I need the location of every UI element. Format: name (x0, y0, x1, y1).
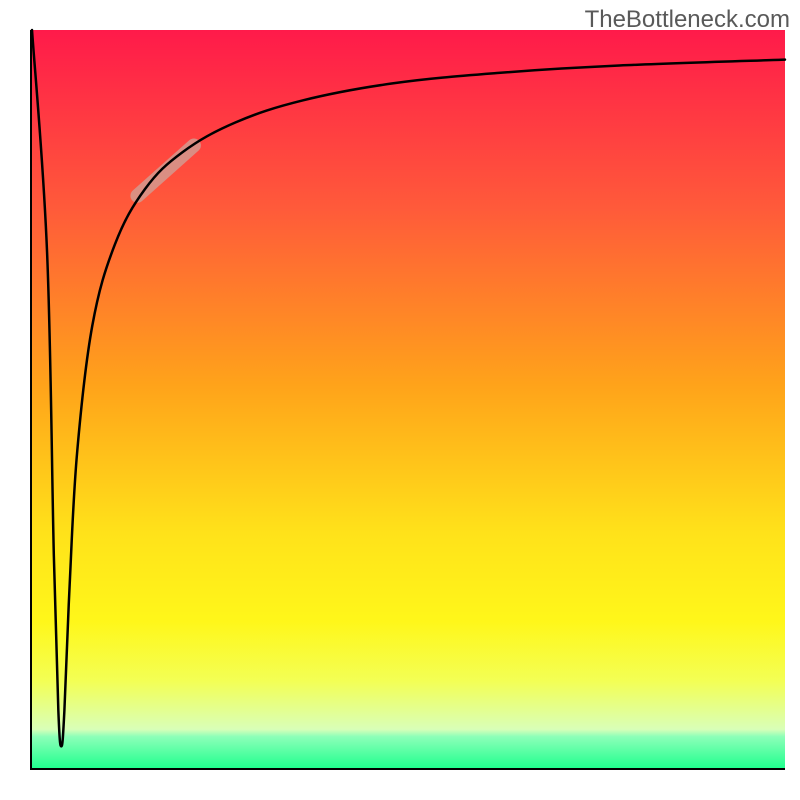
curve-layer (32, 30, 785, 770)
bottleneck-chart: TheBottleneck.com (0, 0, 800, 800)
watermark-text: TheBottleneck.com (585, 6, 790, 34)
bottleneck-curve (32, 30, 785, 746)
plot-gradient-background (30, 30, 785, 770)
